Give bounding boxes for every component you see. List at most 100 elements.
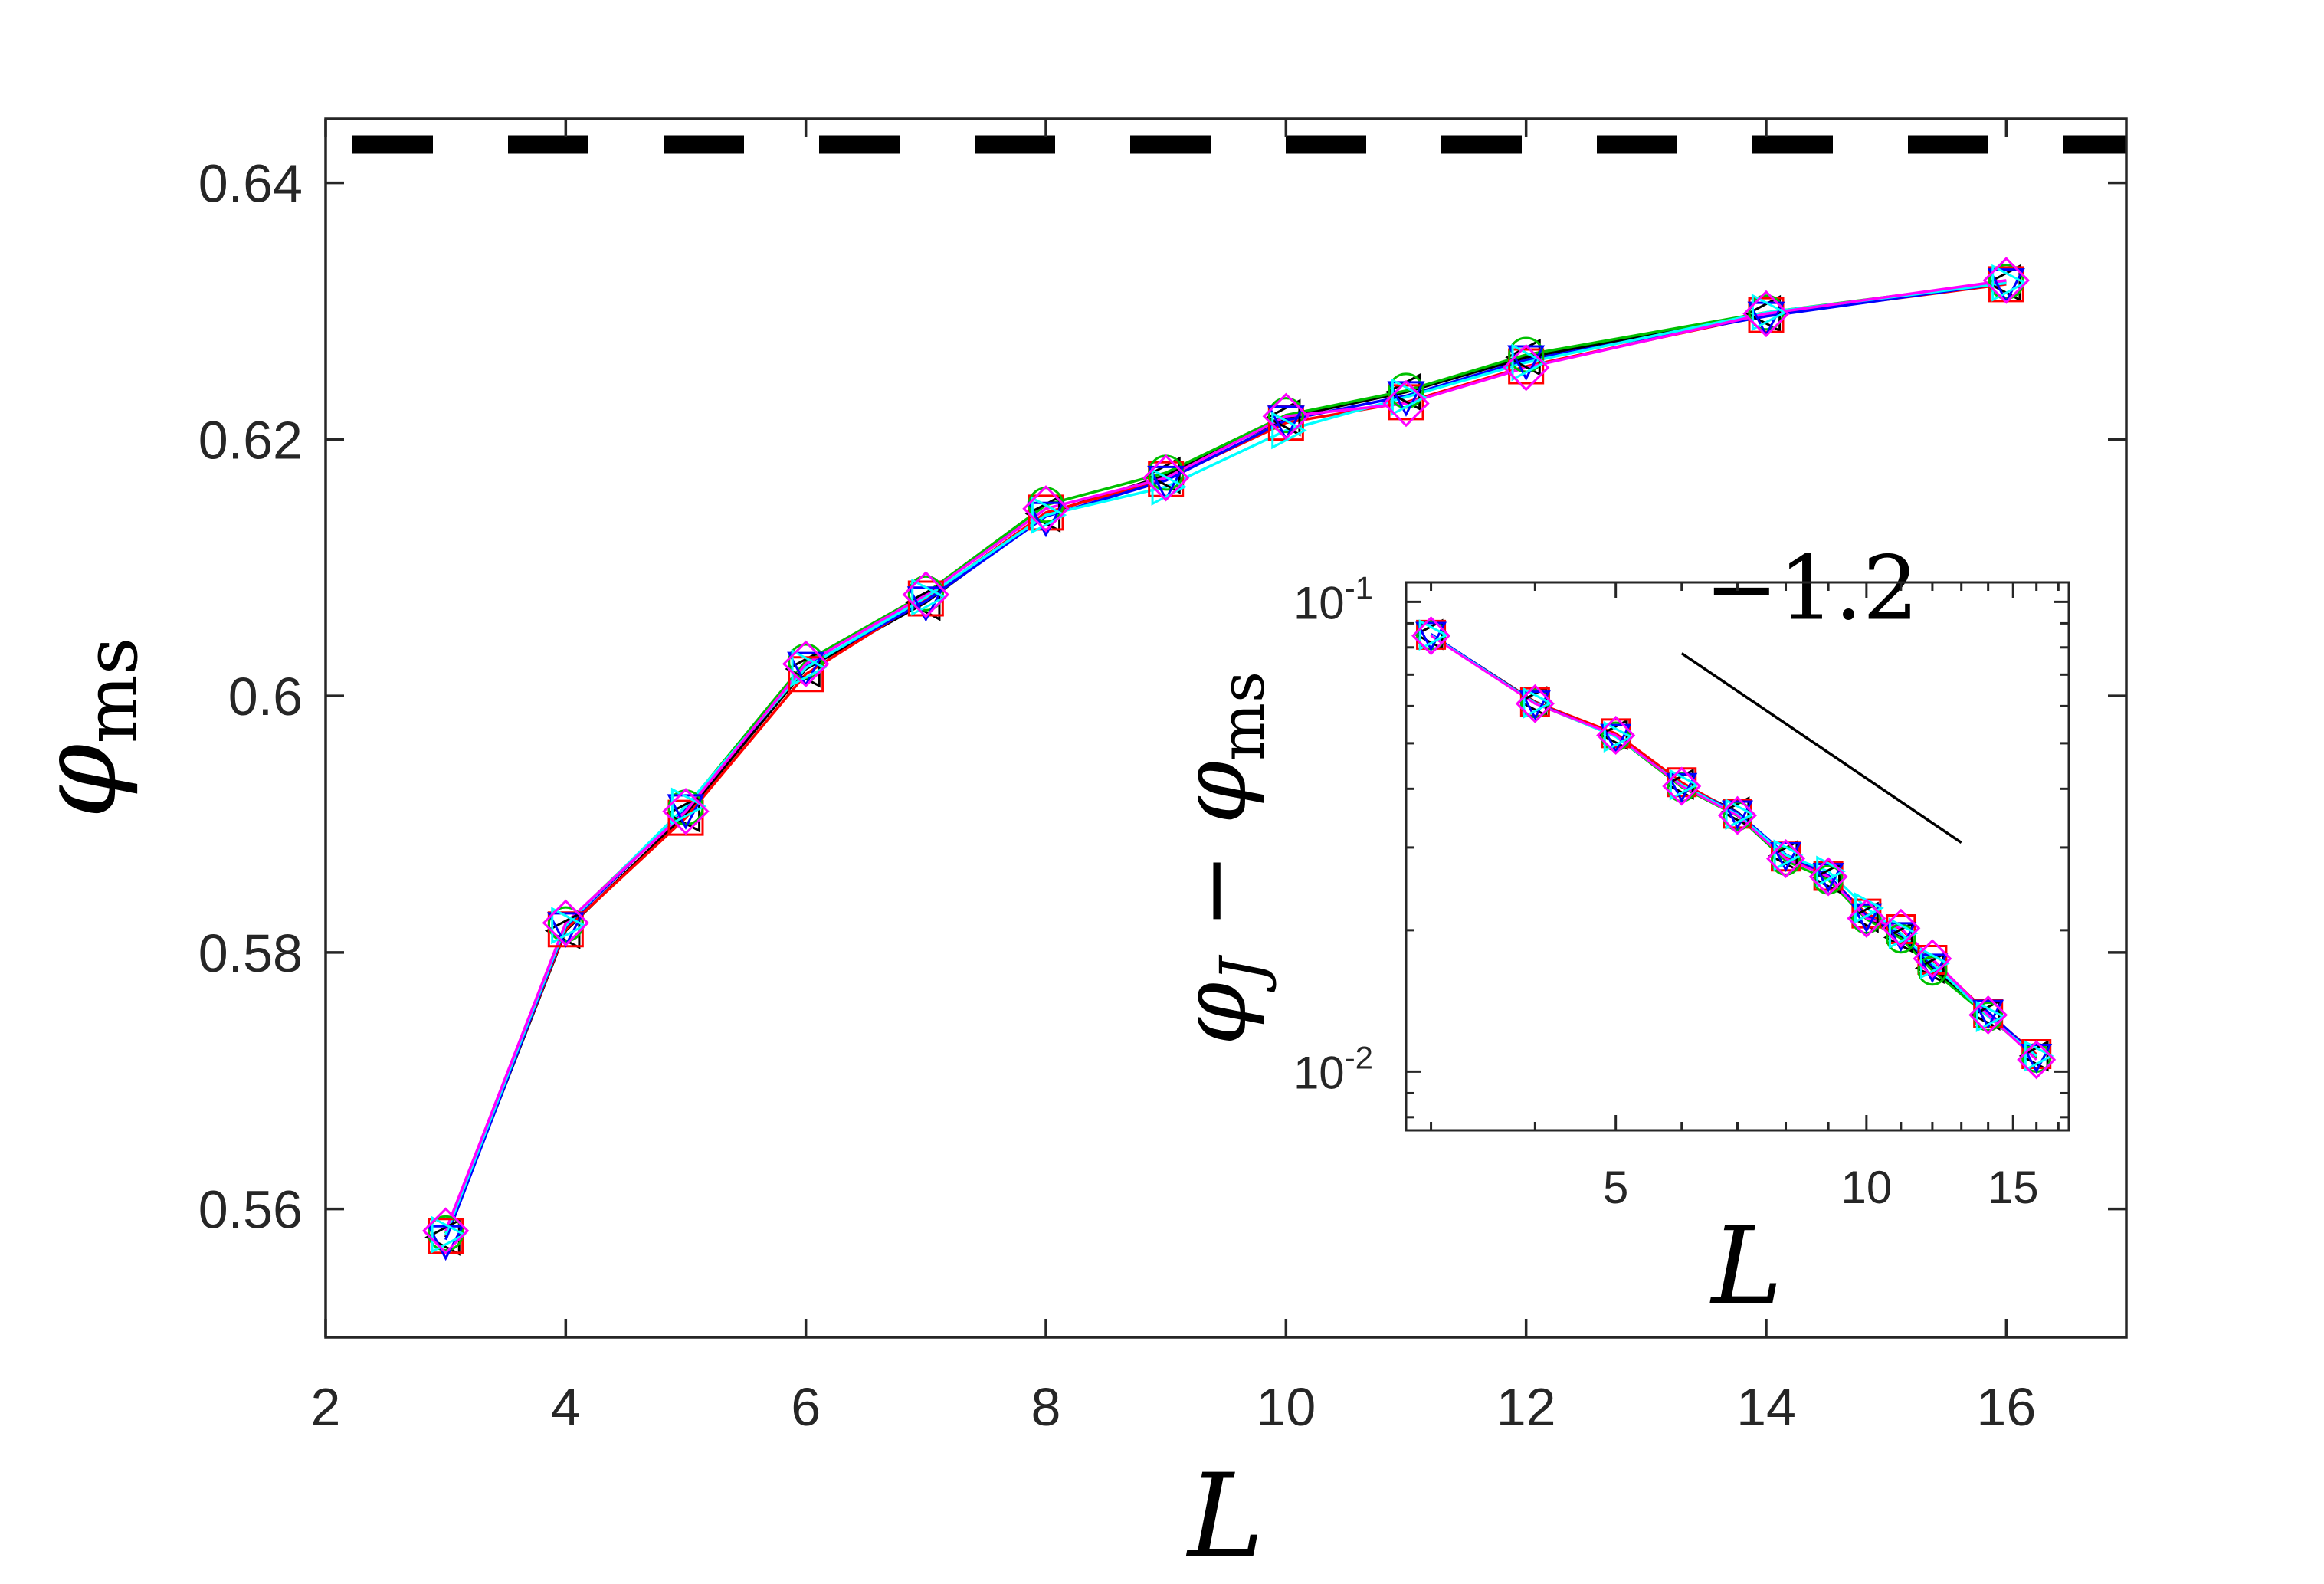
inset-x-axis-label: L xyxy=(1709,1204,1783,1329)
inset-y-label-phi-ms: φ xyxy=(1161,760,1267,824)
inset-data-point xyxy=(1415,621,1447,652)
inset-y-tick-base: 10 xyxy=(1293,577,1345,628)
y-tick-label: 0.6 xyxy=(228,667,303,726)
x-tick-label: 8 xyxy=(1031,1377,1061,1437)
inset-data-point xyxy=(1972,999,2004,1030)
series-line xyxy=(444,279,2007,1231)
inset-data-point xyxy=(2018,1040,2049,1072)
inset-y-axis-label: φJ − φms xyxy=(1161,671,1278,1045)
inset-data-point xyxy=(1418,619,1449,651)
y-tick-label: 0.62 xyxy=(198,410,303,470)
data-point xyxy=(1742,290,1790,338)
data-point xyxy=(1147,465,1185,502)
data-point xyxy=(1502,343,1550,392)
inset-y-tick-label: 10-1 xyxy=(1293,569,1373,628)
inset-x-tick-label: 15 xyxy=(1988,1162,2039,1213)
main-y-axis-label: φms xyxy=(16,638,154,819)
data-point xyxy=(421,1207,470,1254)
data-point xyxy=(1271,412,1307,450)
x-tick-label: 2 xyxy=(311,1377,341,1437)
inset-series-group xyxy=(1411,616,2057,1080)
svg-text:φJ − φms: φJ − φms xyxy=(1161,671,1278,1045)
data-point xyxy=(1142,454,1190,502)
data-point xyxy=(551,907,587,945)
data-point xyxy=(1391,378,1428,416)
inset-chart: −1.2 5 10 15 10-2 10-1 L φJ − φms xyxy=(1161,538,2070,1329)
data-point xyxy=(428,1218,464,1254)
data-point xyxy=(1267,397,1304,434)
inset-data-point xyxy=(1975,1001,2006,1033)
data-point xyxy=(1262,392,1310,441)
inset-data-point xyxy=(1664,768,1694,800)
data-point xyxy=(782,640,830,688)
data-point xyxy=(670,787,707,825)
data-point xyxy=(1267,405,1305,441)
inset-data-point xyxy=(1768,840,1798,872)
data-point xyxy=(1028,494,1064,531)
inset-data-point xyxy=(1847,898,1886,938)
inset-data-point xyxy=(1888,917,1919,949)
inset-data-point xyxy=(1725,799,1755,831)
data-point xyxy=(791,648,828,687)
main-plot-frame xyxy=(324,117,2128,1339)
inset-data-point xyxy=(1600,723,1632,754)
inset-data-point xyxy=(1669,769,1700,801)
data-point xyxy=(667,799,704,836)
data-point xyxy=(1745,294,1782,333)
inset-data-point xyxy=(1920,947,1950,979)
main-y-axis-label-symbol: φ xyxy=(16,743,141,818)
data-point xyxy=(427,1225,465,1261)
inset-data-point xyxy=(2017,1040,2057,1080)
data-point xyxy=(1988,266,2024,303)
inset-data-point xyxy=(1596,715,1636,755)
y-tick-label: 0.56 xyxy=(198,1180,303,1240)
inset-data-point xyxy=(1519,690,1551,720)
main-series-group xyxy=(421,257,2031,1261)
inset-data-point xyxy=(1917,956,1948,986)
inset-data-point xyxy=(1770,842,1802,872)
x-tick-label: 6 xyxy=(791,1377,821,1437)
data-point xyxy=(542,899,590,947)
data-point xyxy=(907,580,944,617)
data-point xyxy=(788,656,824,693)
inset-data-point xyxy=(1515,684,1555,723)
x-tick-label: 14 xyxy=(1736,1377,1796,1437)
y-tick-label: 0.64 xyxy=(198,154,303,214)
data-point xyxy=(1991,264,2027,302)
inset-x-tick-label: 5 xyxy=(1603,1162,1628,1213)
inset-y-label-phi-j: φ xyxy=(1161,982,1267,1045)
data-point xyxy=(907,575,944,612)
data-point xyxy=(1022,485,1070,533)
inset-data-point xyxy=(2021,1044,2053,1074)
inset-data-point xyxy=(1766,838,1806,879)
inset-data-point xyxy=(1666,772,1698,803)
data-point xyxy=(911,578,947,616)
main-y-axis-label-subscript: ms xyxy=(70,638,154,744)
inset-plot-area xyxy=(1406,582,2069,1130)
x-tick-label: 16 xyxy=(1976,1377,2036,1437)
x-tick-label: 10 xyxy=(1256,1377,1316,1437)
series-line xyxy=(444,281,2007,1235)
inset-data-point xyxy=(1523,687,1553,719)
svg-text:φms: φms xyxy=(16,638,154,819)
inset-data-point xyxy=(2024,1040,2054,1072)
data-point xyxy=(431,1215,467,1254)
inset-y-tick-label: 10-2 xyxy=(1293,1039,1373,1098)
inset-data-point xyxy=(1881,908,1921,948)
data-point xyxy=(1987,268,2025,304)
inset-y-tick-exponent: -2 xyxy=(1345,1039,1373,1075)
inset-data-point xyxy=(1603,721,1634,753)
y-tick-label: 0.58 xyxy=(198,923,303,983)
data-point xyxy=(1511,343,1548,382)
slope-annotation-group: −1.2 xyxy=(1680,538,1962,844)
inset-axes: 5 10 15 10-2 10-1 xyxy=(1293,569,2070,1213)
inset-y-label-minus: − xyxy=(1161,824,1267,957)
data-point xyxy=(1985,264,2021,302)
main-x-axis-label: L xyxy=(1185,1450,1264,1583)
data-point xyxy=(787,651,825,688)
slope-annotation: −1.2 xyxy=(1705,538,1919,641)
data-point xyxy=(902,571,950,618)
inset-data-point xyxy=(1722,800,1753,831)
inset-data-point xyxy=(1717,795,1758,835)
